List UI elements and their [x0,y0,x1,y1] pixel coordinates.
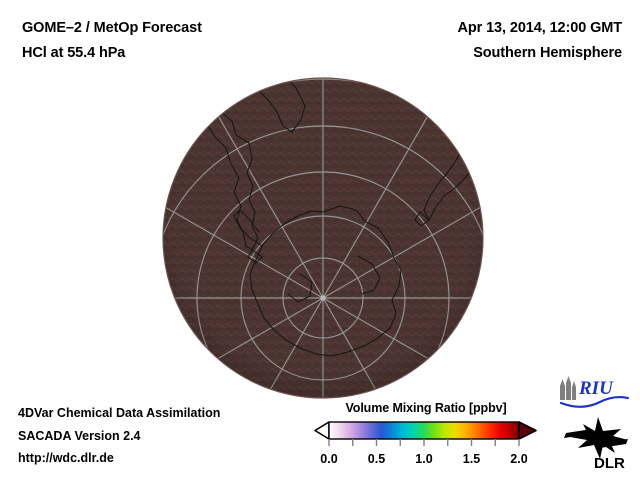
colorbar-tick-2: 1.0 [415,452,433,466]
website-link[interactable]: http://wdc.dlr.de [18,451,114,465]
colorbar: Volume Mixing Ratio [ppbv] [312,401,540,470]
colorbar-tick-labels: 0.0 0.5 1.0 1.5 2.0 [312,452,540,470]
method-label: 4DVar Chemical Data Assimilation [18,406,221,420]
colorbar-gradient-bar [314,421,537,446]
species-level-title: HCl at 55.4 hPa [22,45,126,61]
colorbar-high-cap-arrow [518,421,537,440]
colorbar-tick-3: 1.5 [462,452,481,466]
version-label: SACADA Version 2.4 [18,428,141,443]
riu-wordmark: RIU [578,378,614,399]
header-right-block: Apr 13, 2014, 12:00 GMT Southern Hemisph… [322,16,622,66]
colorbar-ticks [328,439,520,446]
polar-stereographic-globe [162,77,484,399]
header-left-block: GOME–2 / MetOp Forecast HCl at 55.4 hPa [22,16,352,66]
colorbar-low-cap-arrow [314,421,330,440]
colorbar-tick-4: 2.0 [510,452,528,466]
globe-outline [162,77,484,399]
footer-left-block: 4DVar Chemical Data Assimilation SACADA … [18,402,318,470]
riu-swoosh [559,396,630,408]
dlr-logo: DLR [564,417,628,471]
dlr-wordmark: DLR [594,455,625,471]
colorbar-tick-0: 0.0 [320,452,338,466]
instrument-title: GOME–2 / MetOp Forecast [22,20,202,36]
colorbar-tick-1: 0.5 [367,452,386,466]
dlr-mark-icon [564,417,628,459]
colorbar-title: Volume Mixing Ratio [ppbv] [345,401,507,415]
hemisphere-label: Southern Hemisphere [473,45,622,61]
colorbar-body [328,421,520,440]
riu-tower-icon [560,376,576,400]
timestamp-label: Apr 13, 2014, 12:00 GMT [457,20,622,36]
riu-logo: RIU [559,376,630,408]
map-plot-area [0,60,640,405]
